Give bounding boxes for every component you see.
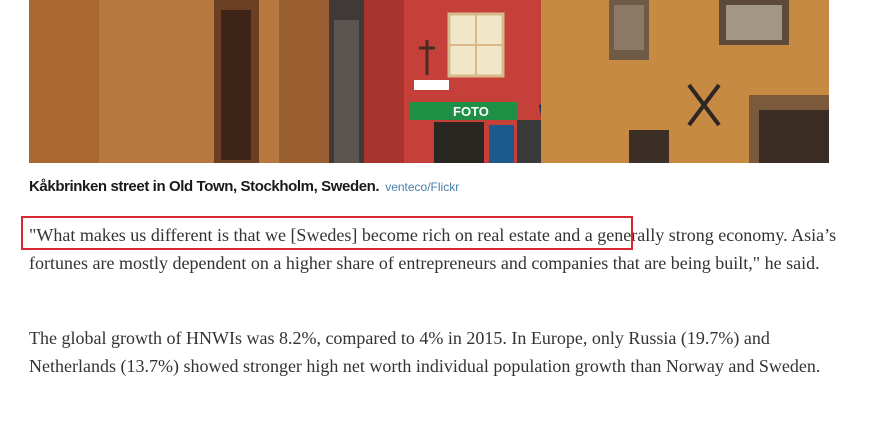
article-photo: FOTO (29, 0, 829, 163)
street-scene-image: FOTO (29, 0, 829, 163)
photo-caption: Kåkbrinken street in Old Town, Stockholm… (29, 178, 829, 200)
photo-credit-link[interactable]: venteco/Flickr (385, 180, 460, 194)
caption-text: Kåkbrinken street in Old Town, Stockholm… (29, 178, 380, 195)
article-paragraph-growth: The global growth of HNWIs was 8.2%, com… (29, 328, 821, 376)
article-paragraph-quote: "What makes us different is that we [Swe… (29, 225, 837, 273)
foto-sign: FOTO (453, 104, 489, 119)
